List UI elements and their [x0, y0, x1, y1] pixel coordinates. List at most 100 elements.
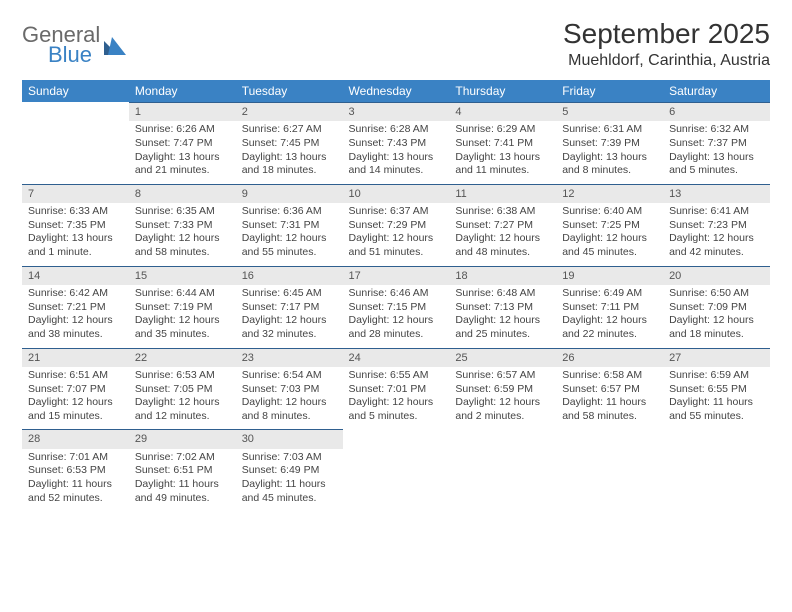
calendar-cell: 30Sunrise: 7:03 AMSunset: 6:49 PMDayligh… — [236, 429, 343, 511]
day-body: Sunrise: 6:54 AMSunset: 7:03 PMDaylight:… — [236, 367, 343, 430]
calendar-cell: 11Sunrise: 6:38 AMSunset: 7:27 PMDayligh… — [449, 184, 556, 266]
daylight-text: Daylight: 13 hours and 18 minutes. — [242, 151, 337, 178]
daylight-text: Daylight: 11 hours and 49 minutes. — [135, 478, 230, 505]
sunset-text: Sunset: 7:31 PM — [242, 219, 337, 233]
day-body: Sunrise: 6:45 AMSunset: 7:17 PMDaylight:… — [236, 285, 343, 348]
day-body: Sunrise: 6:35 AMSunset: 7:33 PMDaylight:… — [129, 203, 236, 266]
calendar-cell: 5Sunrise: 6:31 AMSunset: 7:39 PMDaylight… — [556, 102, 663, 184]
daylight-text: Daylight: 12 hours and 18 minutes. — [669, 314, 764, 341]
day-body: Sunrise: 6:49 AMSunset: 7:11 PMDaylight:… — [556, 285, 663, 348]
daylight-text: Daylight: 12 hours and 35 minutes. — [135, 314, 230, 341]
calendar-cell: 25Sunrise: 6:57 AMSunset: 6:59 PMDayligh… — [449, 348, 556, 430]
daylight-text: Daylight: 12 hours and 28 minutes. — [349, 314, 444, 341]
sunset-text: Sunset: 7:01 PM — [349, 383, 444, 397]
day-number: 2 — [236, 102, 343, 121]
title-block: September 2025 Muehldorf, Carinthia, Aus… — [563, 18, 770, 70]
day-number: 8 — [129, 184, 236, 203]
sunset-text: Sunset: 7:47 PM — [135, 137, 230, 151]
calendar-cell — [663, 429, 770, 511]
sunrise-text: Sunrise: 6:46 AM — [349, 287, 444, 301]
calendar-week-row: 28Sunrise: 7:01 AMSunset: 6:53 PMDayligh… — [22, 429, 770, 511]
day-number: 6 — [663, 102, 770, 121]
daylight-text: Daylight: 12 hours and 51 minutes. — [349, 232, 444, 259]
sunset-text: Sunset: 7:17 PM — [242, 301, 337, 315]
calendar-cell: 29Sunrise: 7:02 AMSunset: 6:51 PMDayligh… — [129, 429, 236, 511]
header: General Blue September 2025 Muehldorf, C… — [22, 18, 770, 70]
daylight-text: Daylight: 12 hours and 58 minutes. — [135, 232, 230, 259]
day-header: Tuesday — [236, 80, 343, 102]
day-number: 25 — [449, 348, 556, 367]
logo-triangle-icon — [104, 37, 126, 55]
daylight-text: Daylight: 11 hours and 45 minutes. — [242, 478, 337, 505]
calendar-cell: 2Sunrise: 6:27 AMSunset: 7:45 PMDaylight… — [236, 102, 343, 184]
sunset-text: Sunset: 6:51 PM — [135, 464, 230, 478]
calendar-cell: 14Sunrise: 6:42 AMSunset: 7:21 PMDayligh… — [22, 266, 129, 348]
day-body: Sunrise: 6:46 AMSunset: 7:15 PMDaylight:… — [343, 285, 450, 348]
day-number: 18 — [449, 266, 556, 285]
calendar-week-row: 14Sunrise: 6:42 AMSunset: 7:21 PMDayligh… — [22, 266, 770, 348]
sunrise-text: Sunrise: 6:54 AM — [242, 369, 337, 383]
day-number: 20 — [663, 266, 770, 285]
day-body: Sunrise: 7:03 AMSunset: 6:49 PMDaylight:… — [236, 449, 343, 512]
day-number: 11 — [449, 184, 556, 203]
day-number: 28 — [22, 429, 129, 448]
day-number: 16 — [236, 266, 343, 285]
day-body: Sunrise: 6:41 AMSunset: 7:23 PMDaylight:… — [663, 203, 770, 266]
sunset-text: Sunset: 7:13 PM — [455, 301, 550, 315]
day-number: 30 — [236, 429, 343, 448]
sunrise-text: Sunrise: 6:26 AM — [135, 123, 230, 137]
sunset-text: Sunset: 6:55 PM — [669, 383, 764, 397]
calendar-cell: 26Sunrise: 6:58 AMSunset: 6:57 PMDayligh… — [556, 348, 663, 430]
sunrise-text: Sunrise: 6:59 AM — [669, 369, 764, 383]
day-header: Thursday — [449, 80, 556, 102]
day-body: Sunrise: 6:26 AMSunset: 7:47 PMDaylight:… — [129, 121, 236, 184]
calendar-cell — [449, 429, 556, 511]
daylight-text: Daylight: 12 hours and 8 minutes. — [242, 396, 337, 423]
calendar-cell: 24Sunrise: 6:55 AMSunset: 7:01 PMDayligh… — [343, 348, 450, 430]
calendar-cell: 6Sunrise: 6:32 AMSunset: 7:37 PMDaylight… — [663, 102, 770, 184]
daylight-text: Daylight: 12 hours and 5 minutes. — [349, 396, 444, 423]
day-body: Sunrise: 6:58 AMSunset: 6:57 PMDaylight:… — [556, 367, 663, 430]
sunrise-text: Sunrise: 6:40 AM — [562, 205, 657, 219]
sunrise-text: Sunrise: 6:55 AM — [349, 369, 444, 383]
sunrise-text: Sunrise: 6:49 AM — [562, 287, 657, 301]
logo: General Blue — [22, 24, 126, 66]
day-body: Sunrise: 6:36 AMSunset: 7:31 PMDaylight:… — [236, 203, 343, 266]
calendar-cell: 15Sunrise: 6:44 AMSunset: 7:19 PMDayligh… — [129, 266, 236, 348]
daylight-text: Daylight: 12 hours and 15 minutes. — [28, 396, 123, 423]
day-header: Saturday — [663, 80, 770, 102]
day-body: Sunrise: 6:31 AMSunset: 7:39 PMDaylight:… — [556, 121, 663, 184]
daylight-text: Daylight: 12 hours and 55 minutes. — [242, 232, 337, 259]
daylight-text: Daylight: 13 hours and 11 minutes. — [455, 151, 550, 178]
day-body: Sunrise: 6:38 AMSunset: 7:27 PMDaylight:… — [449, 203, 556, 266]
sunrise-text: Sunrise: 6:53 AM — [135, 369, 230, 383]
calendar-cell — [343, 429, 450, 511]
daylight-text: Daylight: 12 hours and 32 minutes. — [242, 314, 337, 341]
day-body: Sunrise: 6:57 AMSunset: 6:59 PMDaylight:… — [449, 367, 556, 430]
calendar-cell — [556, 429, 663, 511]
day-number: 9 — [236, 184, 343, 203]
sunset-text: Sunset: 7:09 PM — [669, 301, 764, 315]
day-number: 15 — [129, 266, 236, 285]
day-number: 19 — [556, 266, 663, 285]
sunrise-text: Sunrise: 6:35 AM — [135, 205, 230, 219]
sunset-text: Sunset: 7:43 PM — [349, 137, 444, 151]
sunset-text: Sunset: 7:23 PM — [669, 219, 764, 233]
day-number: 17 — [343, 266, 450, 285]
sunrise-text: Sunrise: 6:48 AM — [455, 287, 550, 301]
sunset-text: Sunset: 7:07 PM — [28, 383, 123, 397]
daylight-text: Daylight: 12 hours and 45 minutes. — [562, 232, 657, 259]
sunrise-text: Sunrise: 7:03 AM — [242, 451, 337, 465]
calendar-cell: 28Sunrise: 7:01 AMSunset: 6:53 PMDayligh… — [22, 429, 129, 511]
day-number: 29 — [129, 429, 236, 448]
day-number: 7 — [22, 184, 129, 203]
day-body: Sunrise: 6:51 AMSunset: 7:07 PMDaylight:… — [22, 367, 129, 430]
calendar-cell: 23Sunrise: 6:54 AMSunset: 7:03 PMDayligh… — [236, 348, 343, 430]
sunset-text: Sunset: 7:41 PM — [455, 137, 550, 151]
daylight-text: Daylight: 11 hours and 58 minutes. — [562, 396, 657, 423]
sunset-text: Sunset: 7:33 PM — [135, 219, 230, 233]
calendar-cell: 27Sunrise: 6:59 AMSunset: 6:55 PMDayligh… — [663, 348, 770, 430]
daylight-text: Daylight: 12 hours and 42 minutes. — [669, 232, 764, 259]
calendar-head: SundayMondayTuesdayWednesdayThursdayFrid… — [22, 80, 770, 102]
day-number: 27 — [663, 348, 770, 367]
